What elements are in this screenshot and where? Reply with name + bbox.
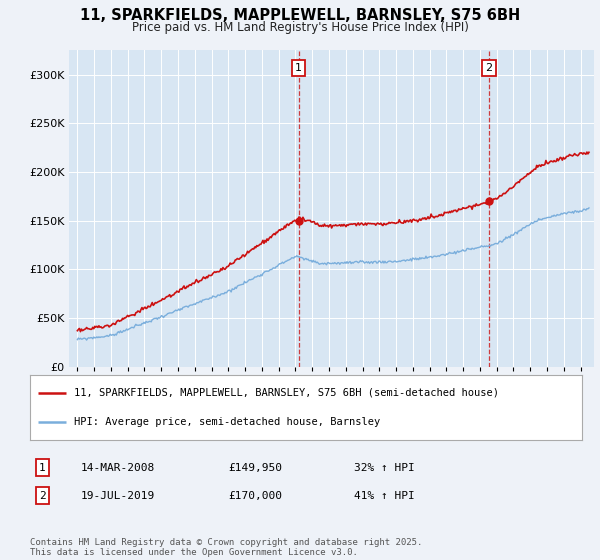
Text: HPI: Average price, semi-detached house, Barnsley: HPI: Average price, semi-detached house,… [74, 417, 380, 427]
Text: Contains HM Land Registry data © Crown copyright and database right 2025.
This d: Contains HM Land Registry data © Crown c… [30, 538, 422, 557]
Text: 11, SPARKFIELDS, MAPPLEWELL, BARNSLEY, S75 6BH: 11, SPARKFIELDS, MAPPLEWELL, BARNSLEY, S… [80, 8, 520, 24]
Text: 11, SPARKFIELDS, MAPPLEWELL, BARNSLEY, S75 6BH (semi-detached house): 11, SPARKFIELDS, MAPPLEWELL, BARNSLEY, S… [74, 388, 499, 398]
Text: 32% ↑ HPI: 32% ↑ HPI [354, 463, 415, 473]
Text: 2: 2 [39, 491, 46, 501]
Text: 14-MAR-2008: 14-MAR-2008 [81, 463, 155, 473]
Text: £170,000: £170,000 [228, 491, 282, 501]
Text: 41% ↑ HPI: 41% ↑ HPI [354, 491, 415, 501]
Text: Price paid vs. HM Land Registry's House Price Index (HPI): Price paid vs. HM Land Registry's House … [131, 21, 469, 34]
Text: 1: 1 [295, 63, 302, 73]
Text: 1: 1 [39, 463, 46, 473]
Text: 19-JUL-2019: 19-JUL-2019 [81, 491, 155, 501]
Text: £149,950: £149,950 [228, 463, 282, 473]
Text: 2: 2 [485, 63, 493, 73]
